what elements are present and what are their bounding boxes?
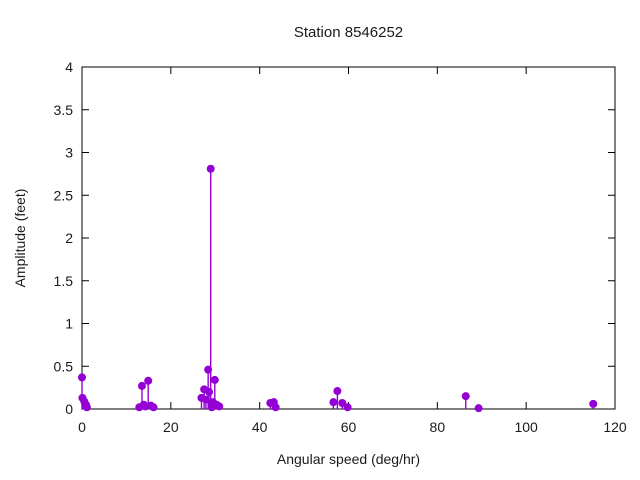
y-tick-label: 0 (65, 401, 73, 417)
y-axis-label: Amplitude (feet) (12, 188, 28, 288)
x-tick-label: 40 (252, 419, 268, 435)
data-point (78, 373, 86, 382)
x-tick-label: 60 (341, 419, 357, 435)
x-tick-label: 120 (603, 419, 627, 435)
x-axis-label: Angular speed (deg/hr) (276, 451, 421, 467)
x-tick-label: 20 (163, 419, 179, 435)
data-point (149, 403, 158, 412)
data-point (461, 392, 470, 401)
plot-border (81, 66, 616, 410)
chart-title: Station 8546252 (293, 24, 404, 41)
data-point (338, 399, 347, 408)
y-tick-label: 0.5 (54, 358, 74, 374)
x-tick-label: 0 (78, 419, 86, 435)
data-point (210, 375, 219, 384)
y-tick-label: 1 (65, 316, 73, 332)
data-point (271, 403, 280, 412)
data-point (205, 387, 214, 396)
x-tick-label: 100 (514, 419, 538, 435)
y-tick-label: 1.5 (54, 273, 74, 289)
data-point (215, 402, 224, 411)
data-point (333, 387, 342, 396)
data-point (82, 403, 91, 412)
data-point (589, 399, 598, 408)
data-point (343, 403, 352, 412)
data-point (329, 398, 338, 407)
x-tick-label: 80 (430, 419, 446, 435)
y-tick-label: 3 (65, 145, 73, 161)
data-point (137, 381, 146, 390)
data-point (206, 164, 215, 173)
data-point (144, 376, 153, 385)
y-tick-label: 4 (65, 59, 73, 75)
y-tick-label: 2.5 (54, 187, 74, 203)
y-tick-label: 3.5 (54, 102, 74, 118)
y-tick-label: 2 (65, 230, 73, 246)
data-point (474, 404, 483, 413)
